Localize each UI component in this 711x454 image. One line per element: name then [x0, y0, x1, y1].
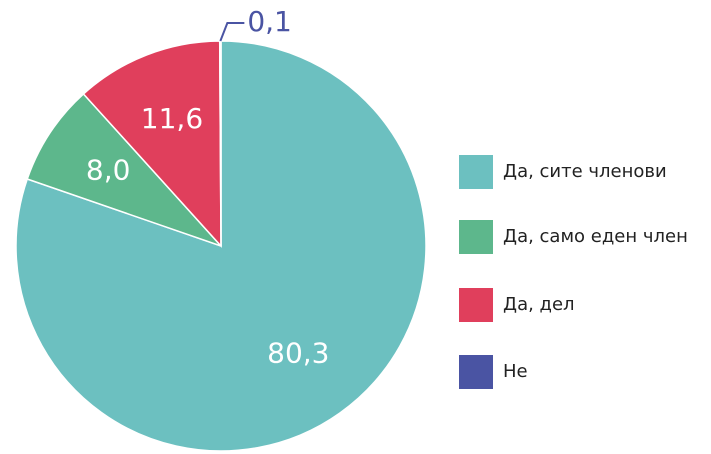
value-label: 80,3 [267, 337, 329, 370]
legend-swatch [459, 355, 493, 389]
value-label: 8,0 [86, 153, 131, 186]
value-label: 0,1 [247, 5, 292, 38]
value-label: 11,6 [141, 102, 203, 135]
leader-line [219, 22, 245, 42]
legend-label: Да, дел [503, 294, 575, 315]
pie-slice [82, 40, 222, 248]
legend-label: Не [503, 361, 528, 382]
legend-swatch [459, 155, 493, 189]
legend-swatch [459, 288, 493, 322]
pie-slice [26, 92, 222, 247]
legend-swatch [459, 220, 493, 254]
legend-label: Да, само еден член [503, 226, 688, 247]
legend-label: Да, сите членови [503, 161, 667, 182]
